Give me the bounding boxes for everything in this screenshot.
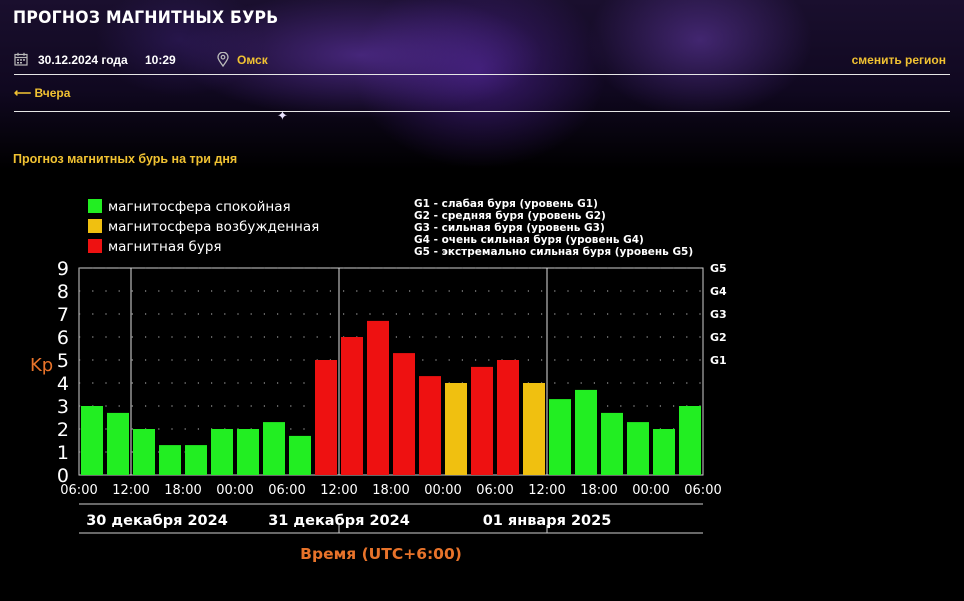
forecast-subtitle: Прогноз магнитных бурь на три дня	[13, 152, 238, 166]
plot-frame	[78, 267, 704, 476]
y-tick-label: 2	[57, 419, 69, 441]
x-tick-label: 12:00	[112, 483, 149, 498]
kp-bar	[159, 445, 181, 475]
info-bar: 30.12.2024 года 10:29 Омск сменить регио…	[14, 51, 950, 71]
current-time: 10:29	[145, 53, 176, 67]
day-label: 31 декабря 2024	[268, 513, 410, 529]
page-title: ПРОГНОЗ МАГНИТНЫХ БУРЬ	[13, 8, 279, 28]
kp-bar	[81, 406, 103, 475]
y-tick-label: 3	[57, 396, 69, 418]
day-label: 01 января 2025	[483, 513, 612, 529]
yesterday-link[interactable]: ⟵ Вчера	[14, 86, 70, 100]
g-scale-legend-item: G1 - слабая буря (уровень G1)	[414, 198, 598, 210]
y-tick-label: 1	[57, 442, 69, 464]
kp-bar	[107, 412, 129, 475]
y-tick-label: 4	[57, 373, 69, 395]
kp-bar	[653, 429, 675, 475]
calendar-icon	[14, 52, 28, 69]
g-scale-legend-item: G2 - средняя буря (уровень G2)	[414, 210, 606, 222]
x-tick-label: 18:00	[580, 483, 617, 498]
plot-area	[78, 267, 704, 476]
kp-bar	[601, 412, 623, 475]
kp-bar	[497, 360, 519, 475]
g-level-label: G4	[710, 285, 727, 298]
kp-bar	[575, 389, 597, 475]
change-region-link[interactable]: сменить регион	[851, 53, 946, 67]
legend-label: магнитосфера спокойная	[108, 199, 291, 215]
nav-divider	[14, 111, 950, 112]
y-axis-label: Kp	[30, 355, 53, 376]
x-tick-label: 06:00	[476, 483, 513, 498]
legend-swatch	[88, 199, 102, 213]
g-level-label: G2	[710, 331, 727, 344]
g-level-label: G3	[710, 308, 727, 321]
x-tick-label: 00:00	[216, 483, 253, 498]
bars-group	[81, 320, 701, 475]
y-tick-label: 0	[57, 465, 69, 487]
kp-bar	[211, 429, 233, 475]
x-tick-label: 06:00	[684, 483, 721, 498]
x-tick-label: 00:00	[424, 483, 461, 498]
legend-label: магнитосфера возбужденная	[108, 219, 319, 235]
legend-swatch	[88, 239, 102, 253]
kp-bar	[237, 429, 259, 475]
g-scale-legend-item: G5 - экстремально сильная буря (уровень …	[414, 246, 693, 258]
legend-swatch	[88, 219, 102, 233]
legend-label: магнитная буря	[108, 239, 222, 255]
g-scale-legend-item: G3 - сильная буря (уровень G3)	[414, 222, 605, 234]
x-tick-label: 00:00	[632, 483, 669, 498]
kp-bar	[549, 399, 571, 475]
kp-bar	[289, 435, 311, 475]
y-tick-label: 6	[57, 327, 69, 349]
kp-bar	[523, 383, 545, 475]
legend-left: магнитосфера спокойная магнитосфера возбу…	[88, 199, 319, 255]
x-axis-title: Время (UTC+6:00)	[300, 545, 462, 563]
kp-bar	[679, 406, 701, 475]
location-pin-icon	[217, 51, 229, 70]
kp-bar	[315, 360, 337, 475]
kp-bar	[133, 429, 155, 475]
kp-bar	[393, 353, 415, 475]
star-sparkle-icon: ✦	[277, 108, 288, 123]
g-level-label: G5	[710, 262, 727, 275]
day-label: 30 декабря 2024	[86, 513, 228, 529]
kp-forecast-chart: магнитосфера спокойная магнитосфера возбу…	[30, 198, 727, 563]
kp-bar	[341, 337, 363, 475]
x-tick-label: 12:00	[320, 483, 357, 498]
g-level-label: G1	[710, 354, 727, 367]
y-tick-label: 7	[57, 304, 69, 326]
x-tick-label: 18:00	[164, 483, 201, 498]
kp-bar	[471, 366, 493, 475]
x-tick-label: 06:00	[268, 483, 305, 498]
top-divider	[14, 74, 950, 75]
x-tick-label: 18:00	[372, 483, 409, 498]
kp-bar	[263, 422, 285, 475]
g-scale-legend-item: G4 - очень сильная буря (уровень G4)	[414, 234, 644, 246]
current-date: 30.12.2024 года	[38, 53, 128, 67]
kp-bar	[627, 422, 649, 475]
kp-bar	[445, 383, 467, 475]
y-tick-label: 8	[57, 281, 69, 303]
kp-bar	[419, 376, 441, 475]
legend-right: G1 - слабая буря (уровень G1)G2 - средня…	[414, 198, 693, 258]
date-scale: 30 декабря 2024 31 декабря 2024 01 января …	[79, 503, 703, 563]
y-tick-label: 9	[57, 258, 69, 280]
kp-bar	[185, 445, 207, 475]
city-name[interactable]: Омск	[237, 53, 268, 67]
arrow-left-icon: ⟵	[14, 86, 32, 100]
kp-bar	[367, 320, 389, 475]
yesterday-label: Вчера	[34, 86, 71, 100]
y-tick-label: 5	[57, 350, 69, 372]
x-tick-label: 06:00	[60, 483, 97, 498]
x-tick-label: 12:00	[528, 483, 565, 498]
